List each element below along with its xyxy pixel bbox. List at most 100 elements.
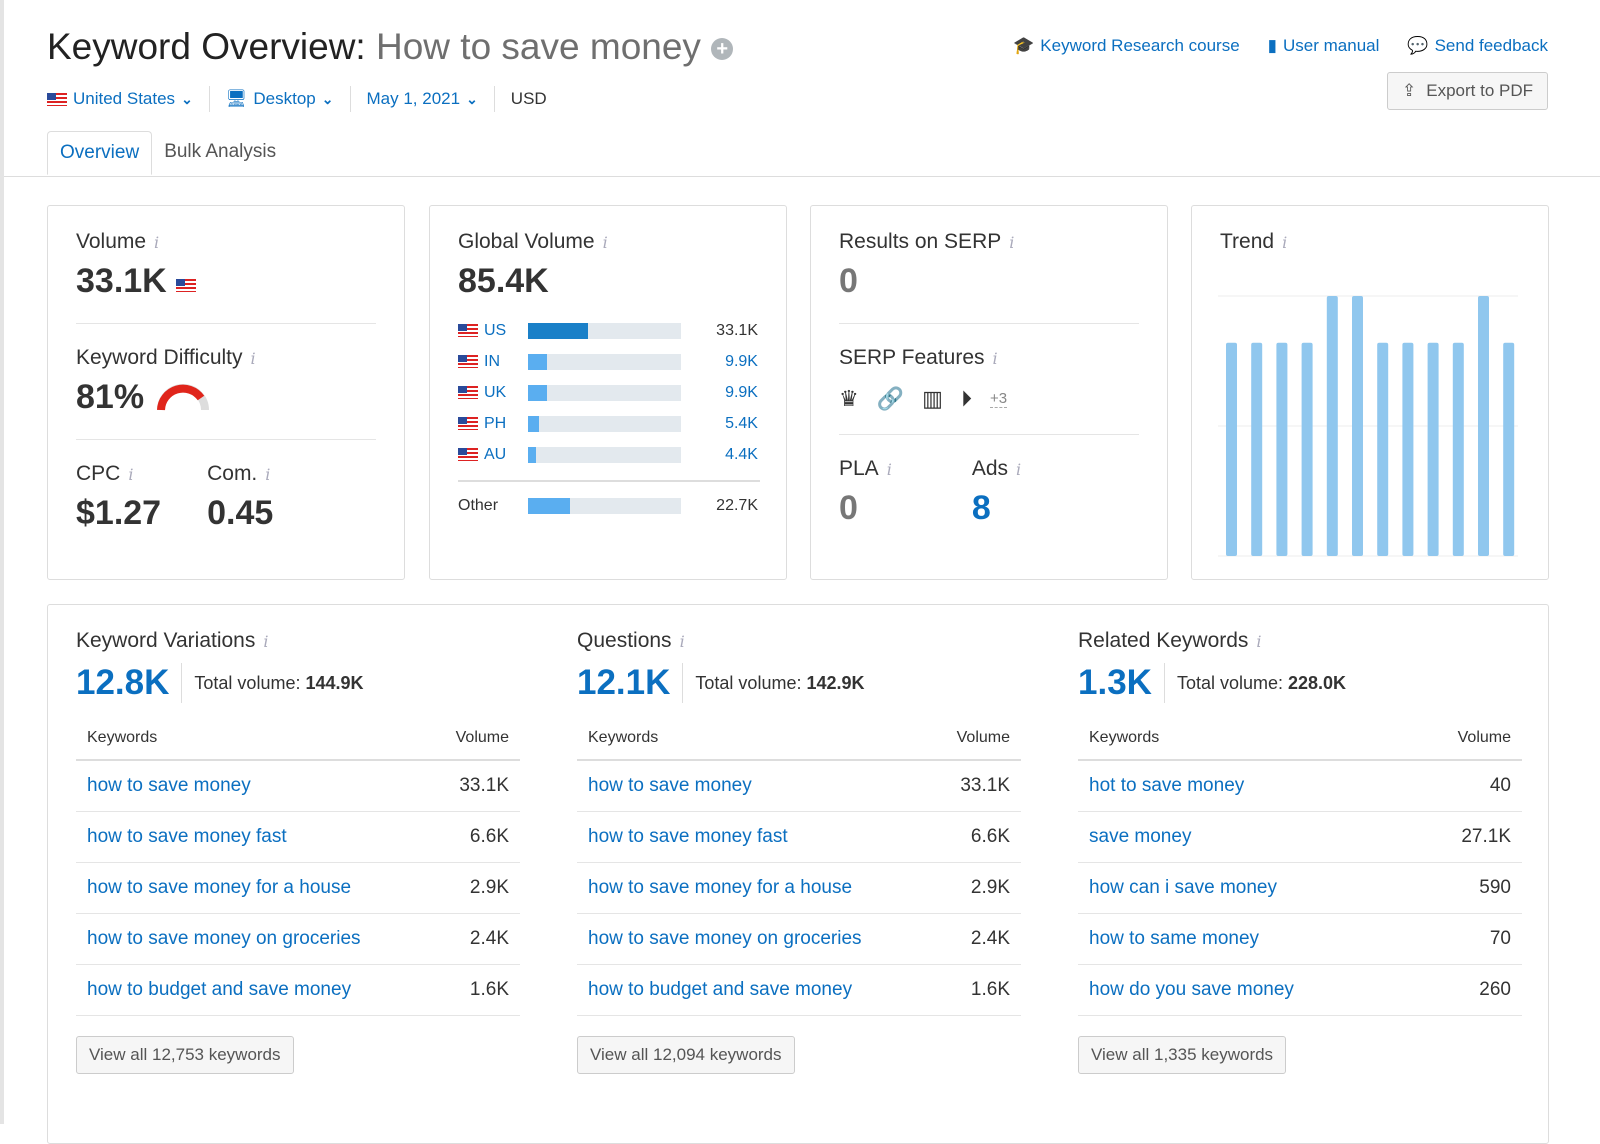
com-value: 0.45 [207, 494, 274, 532]
keyword-link[interactable]: how to save money on groceries [588, 928, 862, 949]
trend-bar[interactable] [1427, 342, 1439, 556]
pla-label: PLA i [839, 457, 892, 481]
kd-value: 81% [76, 378, 376, 417]
trend-bar[interactable] [1301, 342, 1313, 556]
other-row: Other 22.7K [458, 490, 758, 521]
keyword-link[interactable]: how to budget and save money [588, 979, 853, 1000]
keyword-link[interactable]: how to save money on groceries [87, 928, 361, 949]
info-icon[interactable]: i [992, 348, 998, 368]
info-icon[interactable]: i [679, 631, 685, 651]
news-icon[interactable]: ▥ [922, 386, 943, 411]
keyword-link[interactable]: how to save money [87, 775, 251, 796]
info-icon[interactable]: i [265, 464, 271, 484]
page-header: Keyword Overview: How to save money + [47, 26, 734, 68]
chevron-down-icon: ⌄ [321, 90, 334, 107]
info-icon[interactable]: i [128, 464, 134, 484]
keyword-link[interactable]: how to save money [588, 775, 752, 796]
table-row: how to save money for a house 2.9K [76, 863, 520, 914]
view-all-button[interactable]: View all 12,753 keywords [76, 1036, 294, 1074]
section-count[interactable]: 12.8K [76, 663, 183, 703]
info-icon[interactable]: i [250, 348, 256, 368]
info-icon[interactable]: i [1282, 232, 1288, 252]
difficulty-gauge-icon [157, 383, 210, 410]
col-volume[interactable]: Volume [455, 729, 509, 746]
flag-icon [458, 324, 478, 337]
table-row: how to save money 33.1K [577, 761, 1021, 812]
keyword-link[interactable]: how can i save money [1089, 877, 1277, 898]
course-link-label: Keyword Research course [1040, 36, 1240, 55]
keyword-link[interactable]: how to save money fast [588, 826, 788, 847]
feedback-link[interactable]: 💬 Send feedback [1407, 36, 1548, 56]
add-icon[interactable]: + [711, 38, 734, 61]
keyword-link[interactable]: how to save money for a house [588, 877, 853, 898]
keyword-link[interactable]: how to same money [1089, 928, 1260, 949]
info-icon[interactable]: i [602, 232, 608, 252]
country-code[interactable]: US [458, 322, 507, 340]
country-code[interactable]: UK [458, 384, 507, 402]
info-icon[interactable]: i [1256, 631, 1262, 651]
view-all-button[interactable]: View all 12,094 keywords [577, 1036, 795, 1074]
device-select[interactable]: 🖥 Desktop ⌄ [226, 86, 351, 112]
crown-icon[interactable]: ♛ [839, 386, 859, 411]
more-features[interactable]: +3 [989, 390, 1008, 408]
trend-bar[interactable] [1251, 342, 1263, 556]
trend-bar[interactable] [1276, 342, 1288, 556]
keyword-link[interactable]: hot to save money [1089, 775, 1245, 796]
tab-overview[interactable]: Overview [47, 131, 153, 175]
table-row: how do you save money 260 [1078, 965, 1522, 1016]
trend-bar[interactable] [1452, 342, 1464, 556]
keyword-link[interactable]: how to save money fast [87, 826, 287, 847]
export-pdf-button[interactable]: ⇪ Export to PDF [1386, 72, 1548, 110]
info-icon[interactable]: i [1016, 459, 1022, 479]
trend-bar[interactable] [1377, 342, 1389, 556]
keyword-link[interactable]: how to budget and save money [87, 979, 352, 1000]
trend-bar[interactable] [1226, 342, 1237, 556]
country-volume: 5.4K [725, 414, 758, 432]
trend-bar[interactable] [1478, 296, 1489, 556]
kd-number: 81% [76, 378, 145, 416]
col-volume[interactable]: Volume [956, 729, 1010, 746]
us-flag-icon [47, 92, 67, 106]
cpc-value: $1.27 [76, 494, 162, 532]
manual-link[interactable]: ▮ User manual [1268, 36, 1380, 56]
flag-icon [458, 417, 478, 430]
total-volume: Total volume: 228.0K [1177, 673, 1346, 694]
info-icon[interactable]: i [1009, 232, 1015, 252]
trend-bar[interactable] [1503, 342, 1515, 556]
view-all-button[interactable]: View all 1,335 keywords [1078, 1036, 1287, 1074]
section-title-text: Questions [577, 629, 672, 652]
divider [839, 434, 1139, 435]
country-code-text: PH [484, 414, 507, 432]
country-code[interactable]: PH [458, 415, 507, 433]
keyword-link[interactable]: how to save money for a house [87, 877, 352, 898]
section-count[interactable]: 1.3K [1078, 663, 1165, 703]
total-label: Total volume: [1176, 672, 1283, 693]
country-code[interactable]: AU [458, 446, 507, 464]
section-title: Related Keywords i [1078, 629, 1522, 653]
date-select[interactable]: May 1, 2021 ⌄ [367, 86, 495, 112]
info-icon[interactable]: i [886, 459, 892, 479]
info-icon[interactable]: i [154, 232, 160, 252]
keyword-volume: 1.6K [469, 979, 509, 1000]
col-volume[interactable]: Volume [1457, 729, 1511, 746]
ads-label: Ads i [972, 457, 1021, 481]
info-icon[interactable]: i [263, 631, 269, 651]
pla-value: 0 [839, 489, 858, 527]
trend-bar[interactable] [1352, 296, 1363, 556]
video-icon[interactable]: ⏵ [960, 386, 972, 411]
country-select[interactable]: United States ⌄ [47, 86, 210, 112]
trend-bar[interactable] [1326, 296, 1338, 556]
keyword-link[interactable]: save money [1089, 826, 1192, 847]
serp-results-value: 0 [839, 262, 858, 300]
keyword-link[interactable]: how do you save money [1089, 979, 1294, 1000]
course-link[interactable]: 🎓 Keyword Research course [1013, 36, 1240, 56]
table-row: how to save money for a house 2.9K [577, 863, 1021, 914]
table-row: how to save money fast 6.6K [76, 812, 520, 863]
section-count[interactable]: 12.1K [577, 663, 684, 703]
graduation-cap-icon: 🎓 [1013, 36, 1035, 55]
tab-bulk-analysis[interactable]: Bulk Analysis [164, 141, 277, 162]
trend-bar[interactable] [1402, 342, 1414, 556]
country-code[interactable]: IN [458, 353, 507, 371]
link-icon[interactable]: 🔗 [876, 386, 905, 411]
serp-label-text: Results on SERP [839, 230, 1002, 253]
